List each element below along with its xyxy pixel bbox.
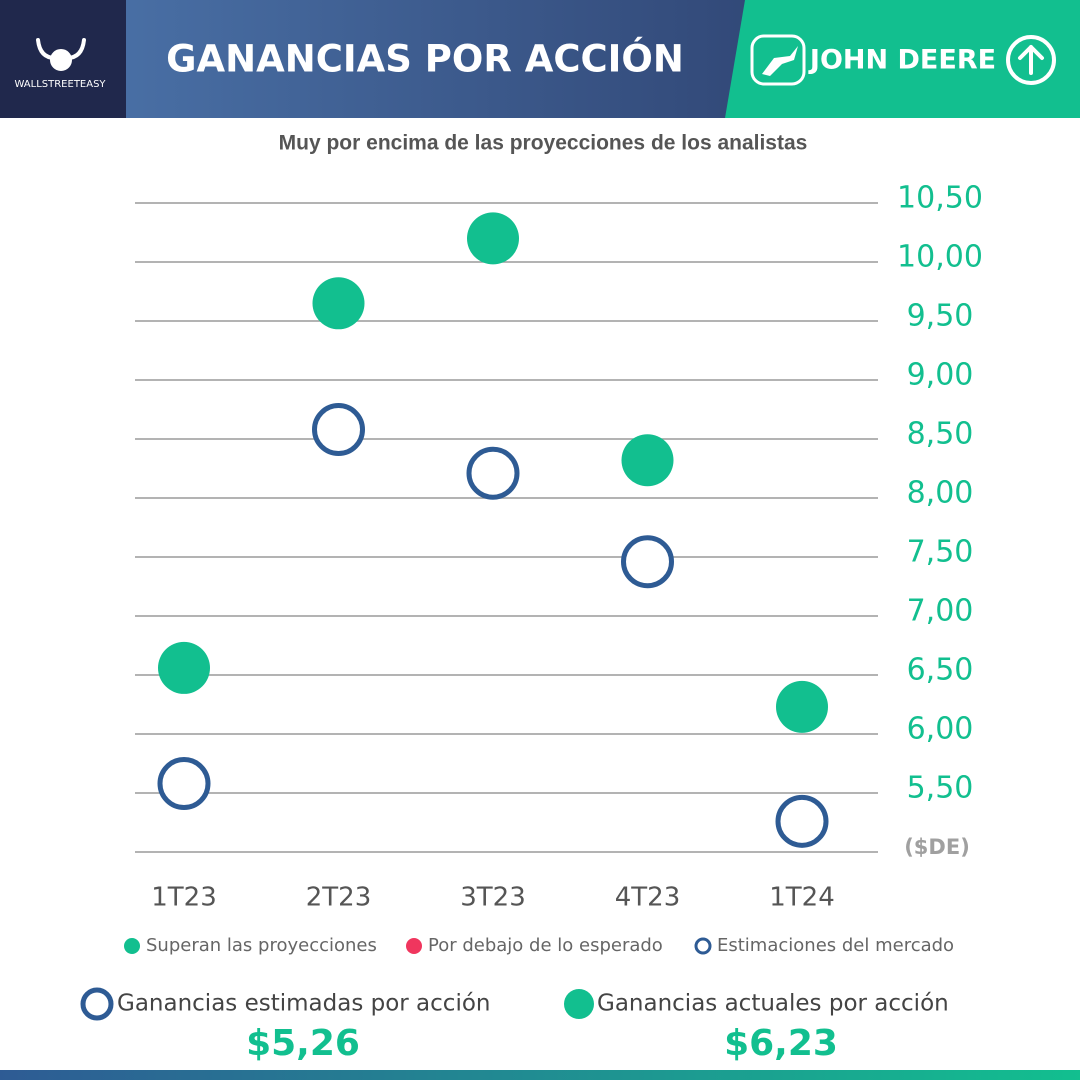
estimate-marker (312, 403, 365, 457)
legend-marker (406, 938, 422, 954)
chart-subtitle: Muy por encima de las proyecciones de lo… (279, 132, 808, 155)
logo-icon (36, 38, 86, 71)
y-tick-label: 7,00 (907, 594, 974, 629)
summary-value: $6,23 (724, 1023, 838, 1064)
legend-label: Superan las proyecciones (146, 935, 377, 956)
y-tick-label: 8,50 (907, 417, 974, 452)
chart-title: GANANCIAS POR ACCIÓN (166, 37, 684, 81)
x-tick-label: 2T23 (306, 883, 372, 913)
summary-marker (80, 987, 114, 1021)
y-tick-label: 5,50 (907, 771, 974, 806)
summary-marker (564, 989, 594, 1019)
actual-marker (158, 641, 210, 694)
x-tick-label: 4T23 (615, 883, 681, 913)
actual-marker (621, 434, 674, 487)
y-tick-label: 9,50 (907, 299, 974, 334)
y-tick-label: 10,50 (897, 181, 983, 216)
actual-marker (776, 680, 828, 733)
y-tick-label: 9,00 (907, 358, 974, 393)
footer-stripe (0, 1070, 1080, 1080)
actual-marker (467, 212, 519, 265)
estimate-marker (466, 446, 520, 500)
y-tick-label: 6,50 (907, 653, 974, 688)
brand-name: JOHN DEERE (808, 45, 996, 76)
unit-label: ($DE) (904, 835, 970, 859)
logo-text: WALLSTREETEASY (14, 79, 106, 90)
summary-label: Ganancias estimadas por acción (117, 991, 490, 1017)
legend-marker (694, 937, 712, 955)
summary-label: Ganancias actuales por acción (597, 991, 949, 1017)
y-tick-label: 7,50 (907, 535, 974, 570)
brand-block (725, 0, 1080, 118)
estimate-marker (157, 757, 211, 811)
legend-marker (124, 938, 140, 954)
x-tick-label: 1T24 (769, 883, 835, 913)
y-tick-label: 10,00 (897, 240, 983, 275)
deere-icon (750, 34, 806, 86)
y-tick-label: 6,00 (907, 712, 974, 747)
legend-label: Estimaciones del mercado (717, 935, 954, 956)
estimate-marker (621, 535, 674, 589)
summary-value: $5,26 (246, 1023, 360, 1064)
legend-label: Por debajo de lo esperado (428, 935, 663, 956)
actual-marker (312, 277, 365, 330)
arrow-up-icon (1006, 35, 1056, 85)
x-tick-label: 3T23 (460, 883, 526, 913)
x-tick-label: 1T23 (151, 883, 217, 913)
y-tick-label: 8,00 (907, 476, 974, 511)
estimate-marker (775, 794, 829, 848)
